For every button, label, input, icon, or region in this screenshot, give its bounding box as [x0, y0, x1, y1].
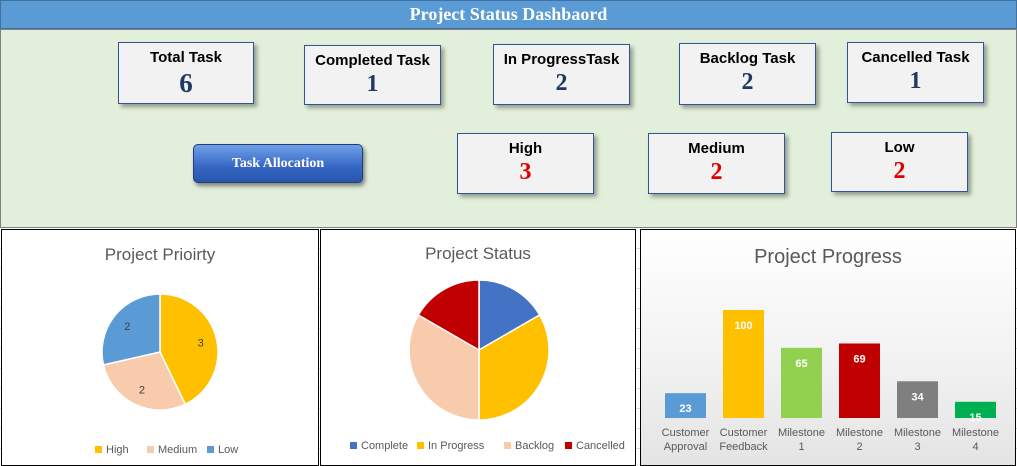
pie-slice-medium	[102, 351, 187, 411]
x-tick-label-milestone-1-line-2: 1	[798, 441, 804, 453]
pie-slice-in-progress	[478, 313, 550, 421]
backlog-task-card: Backlog Task 2	[679, 43, 816, 105]
legend-swatch-complete	[350, 442, 357, 449]
medium-priority-value: 2	[710, 159, 723, 185]
completed-task-value: 1	[366, 71, 379, 97]
pie-data-label-medium: 2	[139, 385, 145, 397]
bar-milestone-4	[955, 401, 996, 418]
x-tick-label-milestone-4-line-2: 4	[972, 441, 978, 453]
legend-label-medium: Medium	[158, 444, 197, 456]
total-task-label: Total Task	[150, 49, 222, 66]
low-priority-card: Low 2	[831, 132, 968, 192]
in-progress-task-card: In ProgressTask 2	[493, 44, 630, 105]
bar-customer-approval	[665, 393, 706, 418]
x-tick-label-customer-feedback-line-2: Feedback	[719, 441, 768, 453]
x-tick-label-milestone-2-line-2: 2	[856, 441, 862, 453]
bar-milestone-3	[897, 381, 938, 418]
pie-slice-high	[159, 293, 219, 406]
bar-customer-feedback	[723, 310, 764, 418]
legend-label-in-progress: In Progress	[428, 440, 485, 452]
bar-data-label-milestone-3: 34	[911, 391, 924, 403]
medium-priority-card: Medium 2	[648, 133, 785, 194]
x-tick-label-customer-approval-line-2: Approval	[664, 441, 707, 453]
task-allocation-button[interactable]: Task Allocation	[193, 144, 363, 183]
status-chart-title: Project Status	[425, 244, 531, 263]
high-priority-value: 3	[519, 159, 532, 185]
progress-chart-panel: Project Progress 23 Customer Approval 100 Cu…	[640, 229, 1016, 466]
total-task-card: Total Task 6	[118, 42, 254, 104]
x-tick-label-customer-approval-line-1: Customer	[662, 427, 710, 439]
x-tick-label-milestone-2-line-1: Milestone	[836, 427, 883, 439]
completed-task-card: Completed Task 1	[304, 45, 441, 105]
priority-chart-panel: Project Prioirty 3 2 2 High Medium Low	[1, 229, 319, 466]
low-priority-label: Low	[884, 139, 915, 156]
cancelled-task-label: Cancelled Task	[861, 49, 970, 66]
legend-swatch-high	[95, 446, 102, 453]
pie-slice-complete	[478, 279, 541, 352]
legend-label-high: High	[106, 444, 129, 456]
legend-swatch-low	[207, 446, 214, 453]
legend-swatch-cancelled	[565, 442, 572, 449]
high-priority-label: High	[508, 140, 543, 157]
legend-label-low: Low	[218, 444, 238, 456]
backlog-task-value: 2	[741, 69, 754, 95]
status-chart-panel: Project Status Complete In Progress Backlo…	[320, 229, 636, 466]
legend-swatch-backlog	[504, 442, 511, 449]
in-progress-task-label: In ProgressTask	[503, 51, 620, 68]
priority-pie-chart: 3 2 2 High Medium Low	[95, 293, 238, 456]
bar-data-label-customer-approval: 23	[679, 403, 691, 415]
pie-data-label-low: 2	[124, 321, 130, 333]
legend-swatch-in-progress	[417, 442, 424, 449]
progress-chart-title: Project Progress	[754, 246, 902, 268]
x-tick-label-milestone-4-line-1: Milestone	[952, 427, 999, 439]
backlog-task-label: Backlog Task	[699, 50, 796, 67]
low-priority-value: 2	[893, 158, 906, 184]
cancelled-task-value: 1	[909, 68, 922, 94]
completed-task-label: Completed Task	[315, 52, 430, 69]
dashboard-title: Project Status Dashbaord	[0, 0, 1017, 29]
total-task-value: 6	[179, 68, 193, 98]
bar-milestone-2	[839, 343, 880, 418]
legend-label-complete: Complete	[361, 440, 408, 452]
bar-data-label-milestone-2: 69	[853, 353, 865, 365]
pie-slice-cancelled	[417, 279, 480, 352]
bar-data-label-customer-feedback: 100	[734, 320, 752, 332]
cancelled-task-card: Cancelled Task 1	[847, 42, 984, 103]
in-progress-task-value: 2	[555, 70, 568, 96]
summary-panel: Total Task 6 Completed Task 1 In Progres…	[0, 29, 1017, 228]
priority-chart-title: Project Prioirty	[104, 245, 216, 264]
legend-label-backlog: Backlog	[515, 440, 554, 452]
pie-slice-low	[101, 293, 161, 366]
bar-data-label-milestone-4: 15	[969, 412, 981, 424]
progress-bar-chart: 23CustomerApproval100CustomerFeedback65M…	[662, 310, 999, 453]
status-pie-chart: Complete In Progress Backlog Cancelled	[350, 279, 625, 452]
legend-label-cancelled: Cancelled	[576, 440, 625, 452]
x-tick-label-milestone-3-line-2: 3	[914, 441, 920, 453]
x-tick-label-milestone-3-line-1: Milestone	[894, 427, 941, 439]
x-tick-label-milestone-1-line-1: Milestone	[778, 427, 825, 439]
medium-priority-label: Medium	[688, 140, 745, 157]
x-tick-label-customer-feedback-line-1: Customer	[720, 427, 768, 439]
bar-milestone-1	[781, 347, 822, 418]
pie-slice-backlog	[408, 313, 480, 421]
legend-swatch-medium	[147, 446, 154, 453]
bar-data-label-milestone-1: 65	[795, 358, 807, 370]
pie-data-label-high: 3	[198, 338, 204, 350]
high-priority-card: High 3	[457, 133, 594, 194]
